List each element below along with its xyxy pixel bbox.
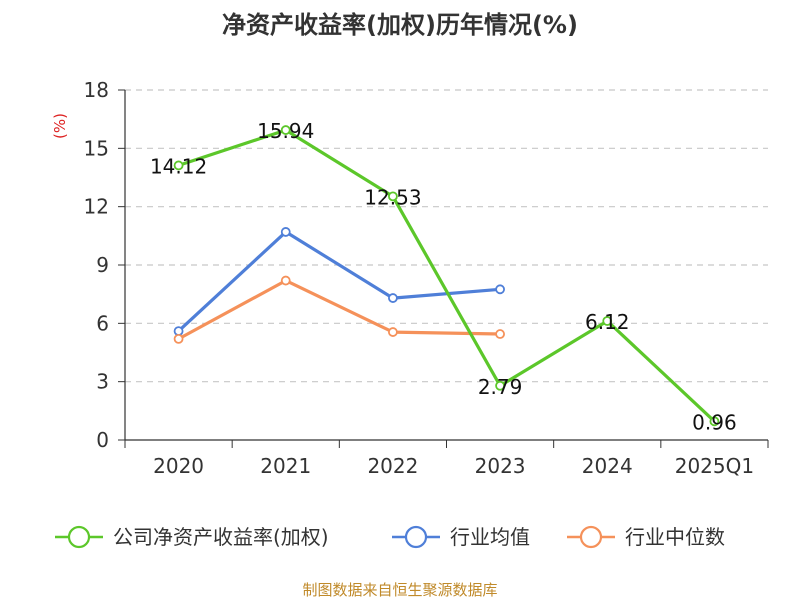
y-unit-label: (%)	[51, 113, 69, 139]
data-label: 14.12	[150, 154, 207, 178]
data-point[interactable]	[495, 284, 505, 295]
legend-label: 行业均值	[450, 525, 530, 549]
y-tick-label: 0	[96, 428, 109, 452]
y-tick-label: 3	[96, 370, 109, 394]
data-point[interactable]	[280, 125, 291, 135]
data-point[interactable]	[495, 380, 505, 391]
data-point[interactable]	[173, 326, 184, 337]
data-labels: 14.12 15.94 12.53 2.79 6.12 0.96	[150, 119, 737, 434]
data-point[interactable]	[388, 327, 398, 337]
grid	[125, 89, 768, 383]
data-label: 6.12	[585, 310, 630, 334]
data-point[interactable]	[495, 329, 505, 339]
x-tick-label: 2025Q1	[675, 454, 754, 478]
y-tick-label: 12	[84, 195, 109, 219]
data-point[interactable]	[173, 333, 184, 344]
data-point[interactable]	[388, 293, 398, 303]
y-tick-label: 9	[96, 253, 109, 277]
data-label: 12.53	[364, 185, 421, 209]
legend-label: 行业中位数	[625, 525, 725, 549]
legend: 公司净资产收益率(加权) 行业均值 行业中位数	[55, 525, 725, 549]
data-label: 2.79	[478, 375, 523, 399]
data-point[interactable]	[388, 191, 398, 202]
x-tick-label: 2022	[367, 454, 418, 478]
legend-item-2[interactable]: 行业中位数	[567, 525, 725, 549]
axes: 0 3 6 9 12 15 18 2020 2021 2022 2023 2024 2025Q1	[84, 78, 769, 478]
x-tick-label: 2023	[475, 454, 526, 478]
y-tick-label: 18	[84, 78, 109, 102]
series-line-1	[177, 230, 502, 333]
data-label: 15.94	[257, 119, 314, 143]
legend-marker-icon	[404, 525, 428, 549]
series-line-0	[177, 128, 716, 423]
x-tick-label: 2021	[260, 454, 311, 478]
y-tick-label: 15	[84, 136, 109, 160]
data-point[interactable]	[280, 227, 291, 237]
chart-title: 净资产收益率(加权)历年情况(%)	[222, 11, 578, 39]
series-line-2	[177, 279, 502, 341]
data-point[interactable]	[602, 316, 613, 326]
series-layer	[173, 125, 720, 427]
data-label: 0.96	[692, 410, 737, 434]
x-tick-label: 2020	[153, 454, 204, 478]
y-tick-label: 6	[96, 311, 109, 335]
x-tick-label: 2024	[582, 454, 633, 478]
legend-marker-icon	[579, 525, 603, 549]
data-point[interactable]	[280, 275, 291, 286]
source-note: 制图数据来自恒生聚源数据库	[302, 581, 497, 599]
legend-item-0[interactable]: 公司净资产收益率(加权)	[55, 525, 329, 549]
legend-label: 公司净资产收益率(加权)	[113, 525, 329, 549]
legend-marker-icon	[67, 525, 91, 549]
legend-item-1[interactable]: 行业均值	[392, 525, 530, 549]
data-point[interactable]	[173, 160, 184, 171]
data-point[interactable]	[709, 416, 720, 427]
